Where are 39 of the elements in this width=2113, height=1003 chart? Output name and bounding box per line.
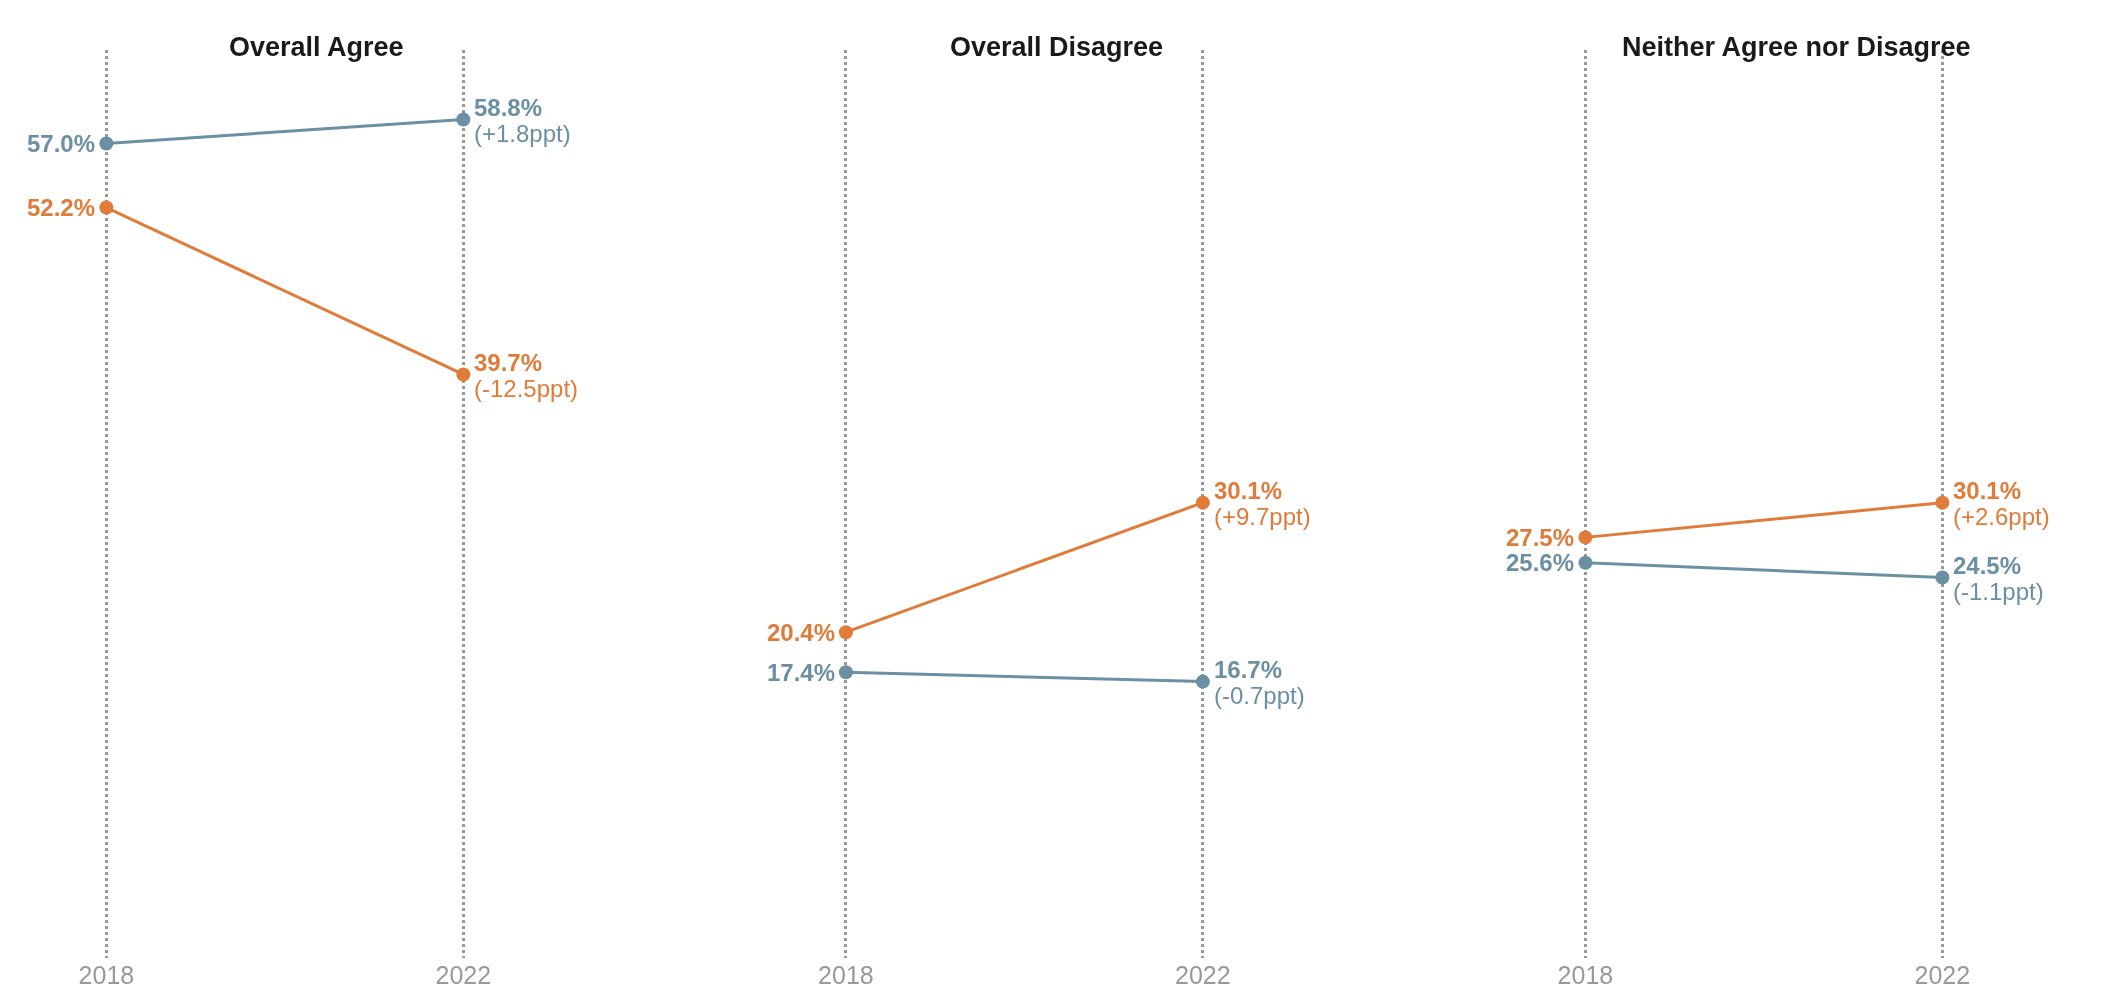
data-label: 27.5% (1506, 524, 1575, 551)
point (99, 136, 114, 151)
data-label: 20.4% (767, 619, 836, 646)
point (99, 200, 114, 215)
annotation: (+1.8ppt) (474, 120, 571, 147)
data-label: 58.8% (474, 94, 543, 121)
x-tick-label: 2018 (78, 961, 135, 989)
data-label: 16.7% (1214, 656, 1283, 683)
point (838, 625, 853, 640)
chart-title: Overall Agree (229, 32, 404, 62)
point (456, 367, 471, 382)
x-tick-label: 2022 (1175, 961, 1231, 989)
data-label: 39.7% (474, 349, 543, 376)
point (1578, 555, 1593, 570)
data-label: 17.4% (767, 659, 836, 686)
data-label: 57.0% (27, 130, 96, 157)
point (1935, 570, 1950, 585)
data-label: 30.1% (1953, 477, 2022, 504)
x-tick-label: 2022 (435, 961, 492, 989)
data-label: 25.6% (1506, 549, 1575, 576)
point (456, 112, 471, 127)
point (1578, 530, 1593, 545)
data-label: 52.2% (27, 194, 96, 221)
x-tick-label: 2018 (818, 961, 874, 989)
chart-title: Neither Agree nor Disagree (1622, 32, 1971, 62)
point (838, 665, 853, 680)
x-tick-label: 2022 (1914, 961, 1971, 989)
x-tick-label: 2018 (1557, 961, 1614, 989)
data-label: 24.5% (1953, 552, 2022, 579)
annotation: (-0.7ppt) (1214, 682, 1305, 709)
point (1935, 495, 1950, 510)
annotation: (+9.7ppt) (1214, 503, 1311, 530)
data-label: 30.1% (1214, 477, 1283, 504)
point (1195, 674, 1210, 689)
annotation: (-12.5ppt) (474, 375, 579, 402)
chart-title: Overall Disagree (950, 32, 1164, 62)
annotation: (-1.1ppt) (1953, 578, 2044, 605)
point (1195, 495, 1210, 510)
annotation: (+2.6ppt) (1953, 503, 2050, 530)
